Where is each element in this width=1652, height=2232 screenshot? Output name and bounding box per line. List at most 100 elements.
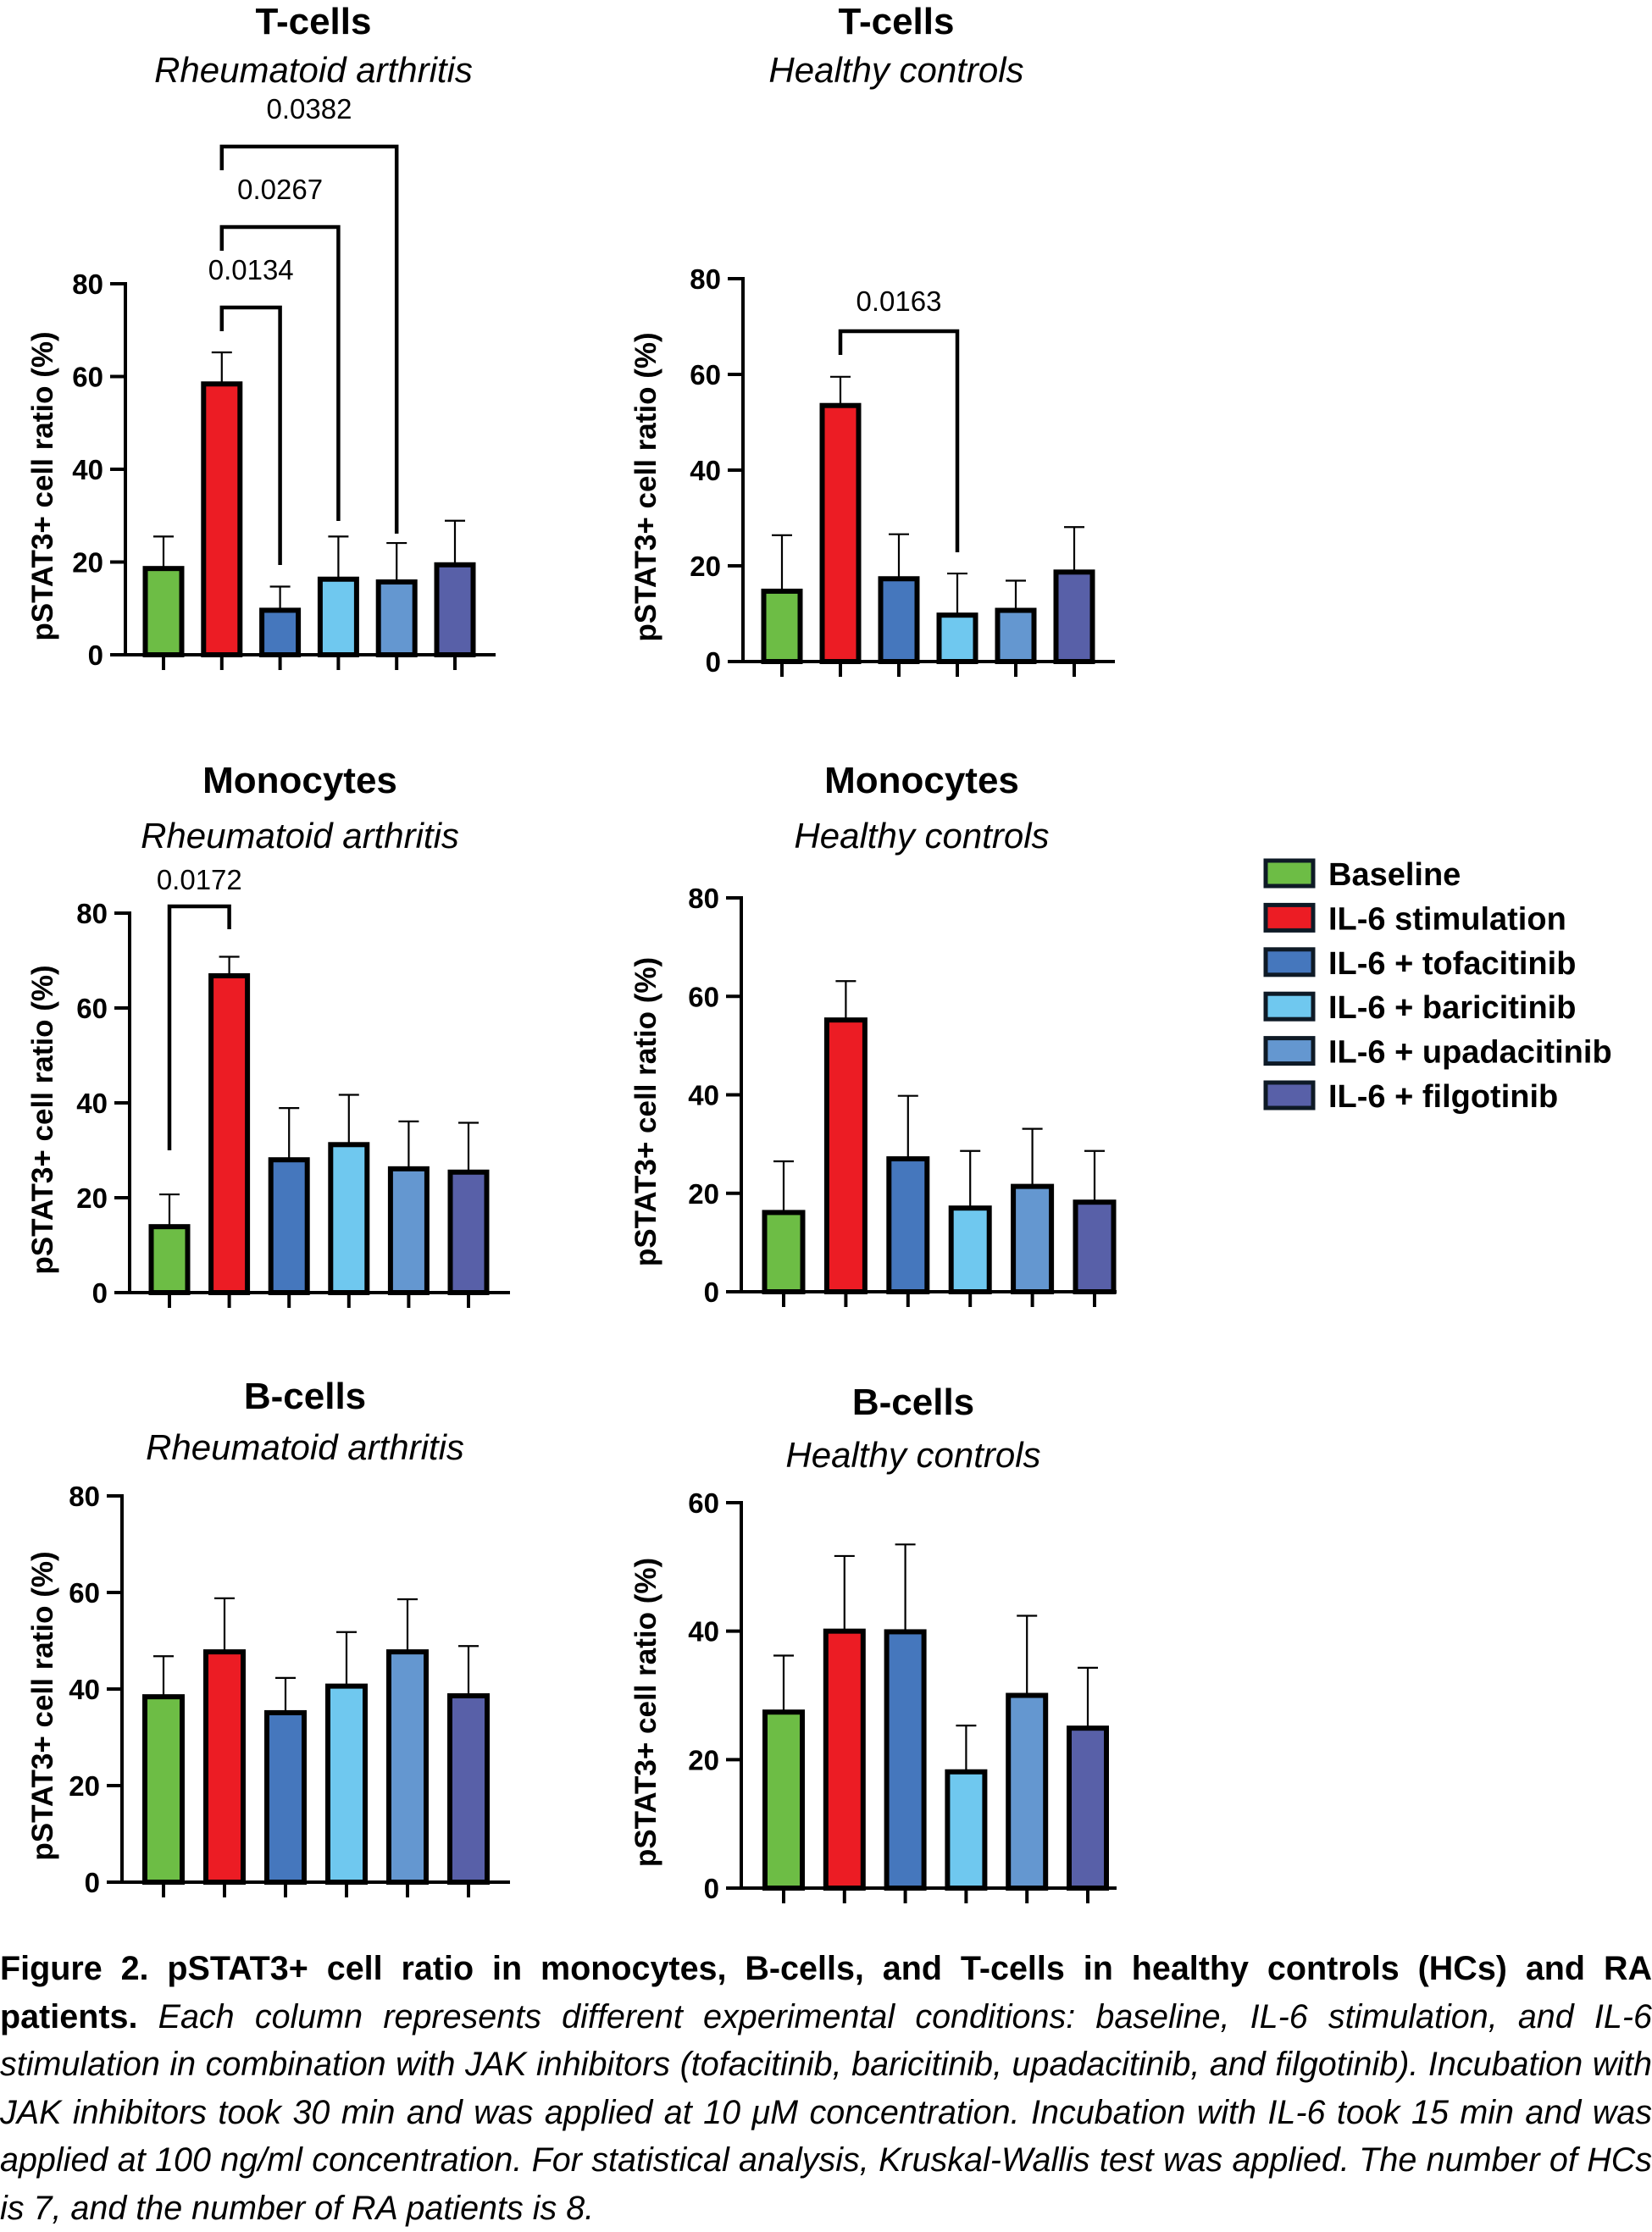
bar xyxy=(447,1169,490,1296)
y-tick-label: 60 xyxy=(690,359,721,390)
bar xyxy=(1006,1692,1049,1891)
y-tick-label: 20 xyxy=(688,1744,719,1775)
bar xyxy=(264,1709,307,1886)
y-tick-label: 80 xyxy=(688,883,719,914)
legend-swatch xyxy=(1263,991,1316,1022)
chart-title: T-cells xyxy=(256,1,372,42)
bar xyxy=(819,402,862,664)
significance-bracket xyxy=(838,329,960,552)
bar xyxy=(325,1683,368,1885)
chart-subtitle: Rheumatoid arthritis xyxy=(141,816,459,856)
y-axis-label: pSTAT3+ cell ratio (%) xyxy=(629,332,662,641)
bar xyxy=(948,1205,992,1294)
legend-swatch xyxy=(1263,947,1316,978)
bar xyxy=(995,607,1037,664)
y-tick-label: 40 xyxy=(69,1674,100,1705)
chart-subtitle: Rheumatoid arthritis xyxy=(146,1427,464,1467)
bar xyxy=(447,1692,490,1885)
chart-subtitle: Healthy controls xyxy=(794,816,1049,856)
legend-swatch xyxy=(1263,1036,1316,1066)
bar xyxy=(268,1157,310,1295)
y-tick-label: 60 xyxy=(688,981,719,1012)
legend-label: IL-6 + baricitinib xyxy=(1328,990,1576,1026)
y-tick-label: 20 xyxy=(688,1178,719,1210)
y-tick-label: 20 xyxy=(69,1770,100,1802)
y-tick-label: 20 xyxy=(72,547,103,579)
y-tick-label: 0 xyxy=(704,1873,719,1904)
significance-bracket xyxy=(219,144,399,534)
chart-title: Monocytes xyxy=(824,760,1019,801)
p-value-label: 0.0163 xyxy=(856,285,942,317)
p-value-label: 0.0172 xyxy=(157,864,242,895)
significance-bracket xyxy=(219,224,341,521)
y-tick-label: 40 xyxy=(688,1080,719,1111)
bar xyxy=(201,381,243,657)
bar xyxy=(148,1224,191,1296)
bar xyxy=(1073,1199,1117,1295)
y-tick-label: 80 xyxy=(690,263,721,295)
figure-panels: T-cells Rheumatoid arthritis pSTAT3+ cell … xyxy=(26,1,1612,1904)
legend-label: IL-6 stimulation xyxy=(1328,901,1566,937)
chart-panel: B-cells Rheumatoid arthritis pSTAT3+ cell … xyxy=(26,1376,510,1898)
p-value-label: 0.0382 xyxy=(267,93,352,125)
bar xyxy=(878,576,920,665)
chart-panel: B-cells Healthy controls pSTAT3+ cell rati… xyxy=(629,1382,1117,1904)
chart-panel: Monocytes Healthy controls pSTAT3+ cell ra… xyxy=(629,760,1117,1308)
bar xyxy=(823,1017,868,1295)
y-axis-label: pSTAT3+ cell ratio (%) xyxy=(26,965,59,1274)
bar xyxy=(317,576,359,658)
y-tick-label: 0 xyxy=(88,640,103,671)
chart-panel: Monocytes Rheumatoid arthritis pSTAT3+ cel… xyxy=(26,760,510,1309)
bar xyxy=(936,612,978,665)
bar xyxy=(203,1649,246,1885)
significance-bracket xyxy=(167,904,231,1150)
bar xyxy=(328,1142,370,1296)
legend-label: IL-6 + filgotinib xyxy=(1328,1079,1558,1115)
y-tick-label: 0 xyxy=(706,646,721,678)
y-tick-label: 80 xyxy=(76,898,108,929)
bar xyxy=(386,1649,429,1885)
y-axis-label: pSTAT3+ cell ratio (%) xyxy=(629,1558,662,1867)
y-axis-label: pSTAT3+ cell ratio (%) xyxy=(26,331,59,640)
bar xyxy=(945,1769,988,1891)
y-axis-label: pSTAT3+ cell ratio (%) xyxy=(26,1551,59,1860)
bar xyxy=(434,562,476,657)
p-value-label: 0.0134 xyxy=(208,254,294,285)
y-tick-label: 60 xyxy=(72,362,103,393)
legend: Baseline IL-6 stimulation IL-6 + tofacitin… xyxy=(1263,857,1612,1115)
bar xyxy=(884,1629,927,1891)
chart-title: B-cells xyxy=(852,1382,974,1423)
y-tick-label: 40 xyxy=(690,455,721,486)
bar xyxy=(823,1628,866,1891)
y-axis-label: pSTAT3+ cell ratio (%) xyxy=(629,957,662,1266)
bar xyxy=(761,588,803,665)
bar xyxy=(259,607,302,658)
bar xyxy=(142,566,185,657)
y-tick-label: 80 xyxy=(72,269,103,300)
bar xyxy=(208,972,251,1296)
bar xyxy=(886,1156,930,1294)
chart-subtitle: Rheumatoid arthritis xyxy=(154,50,473,90)
y-tick-label: 60 xyxy=(688,1487,719,1519)
chart-subtitle: Healthy controls xyxy=(768,50,1023,90)
legend-swatch xyxy=(1263,1080,1316,1110)
p-value-label: 0.0267 xyxy=(237,174,323,205)
bar xyxy=(375,579,418,657)
chart-panel: T-cells Healthy controls pSTAT3+ cell rati… xyxy=(629,1,1115,678)
legend-label: IL-6 + tofacitinib xyxy=(1328,946,1576,982)
y-tick-label: 60 xyxy=(69,1577,100,1609)
figure-caption: Figure 2. pSTAT3+ cell ratio in monocyte… xyxy=(0,1945,1652,2232)
legend-label: Baseline xyxy=(1328,857,1461,893)
y-tick-label: 0 xyxy=(85,1867,100,1898)
caption-title: Figure 2. pSTAT3+ cell ratio in monocyte… xyxy=(0,1950,1652,2035)
bar xyxy=(762,1210,806,1294)
chart-title: B-cells xyxy=(244,1376,366,1417)
chart-title: Monocytes xyxy=(202,760,397,801)
chart-panel: T-cells Rheumatoid arthritis pSTAT3+ cell … xyxy=(26,1,496,671)
significance-bracket xyxy=(219,305,282,565)
y-tick-label: 80 xyxy=(69,1481,100,1512)
caption-body: Each column represents different experim… xyxy=(0,1997,1652,2227)
y-tick-label: 40 xyxy=(76,1088,108,1119)
bar xyxy=(1011,1183,1055,1295)
y-tick-label: 40 xyxy=(688,1616,719,1648)
